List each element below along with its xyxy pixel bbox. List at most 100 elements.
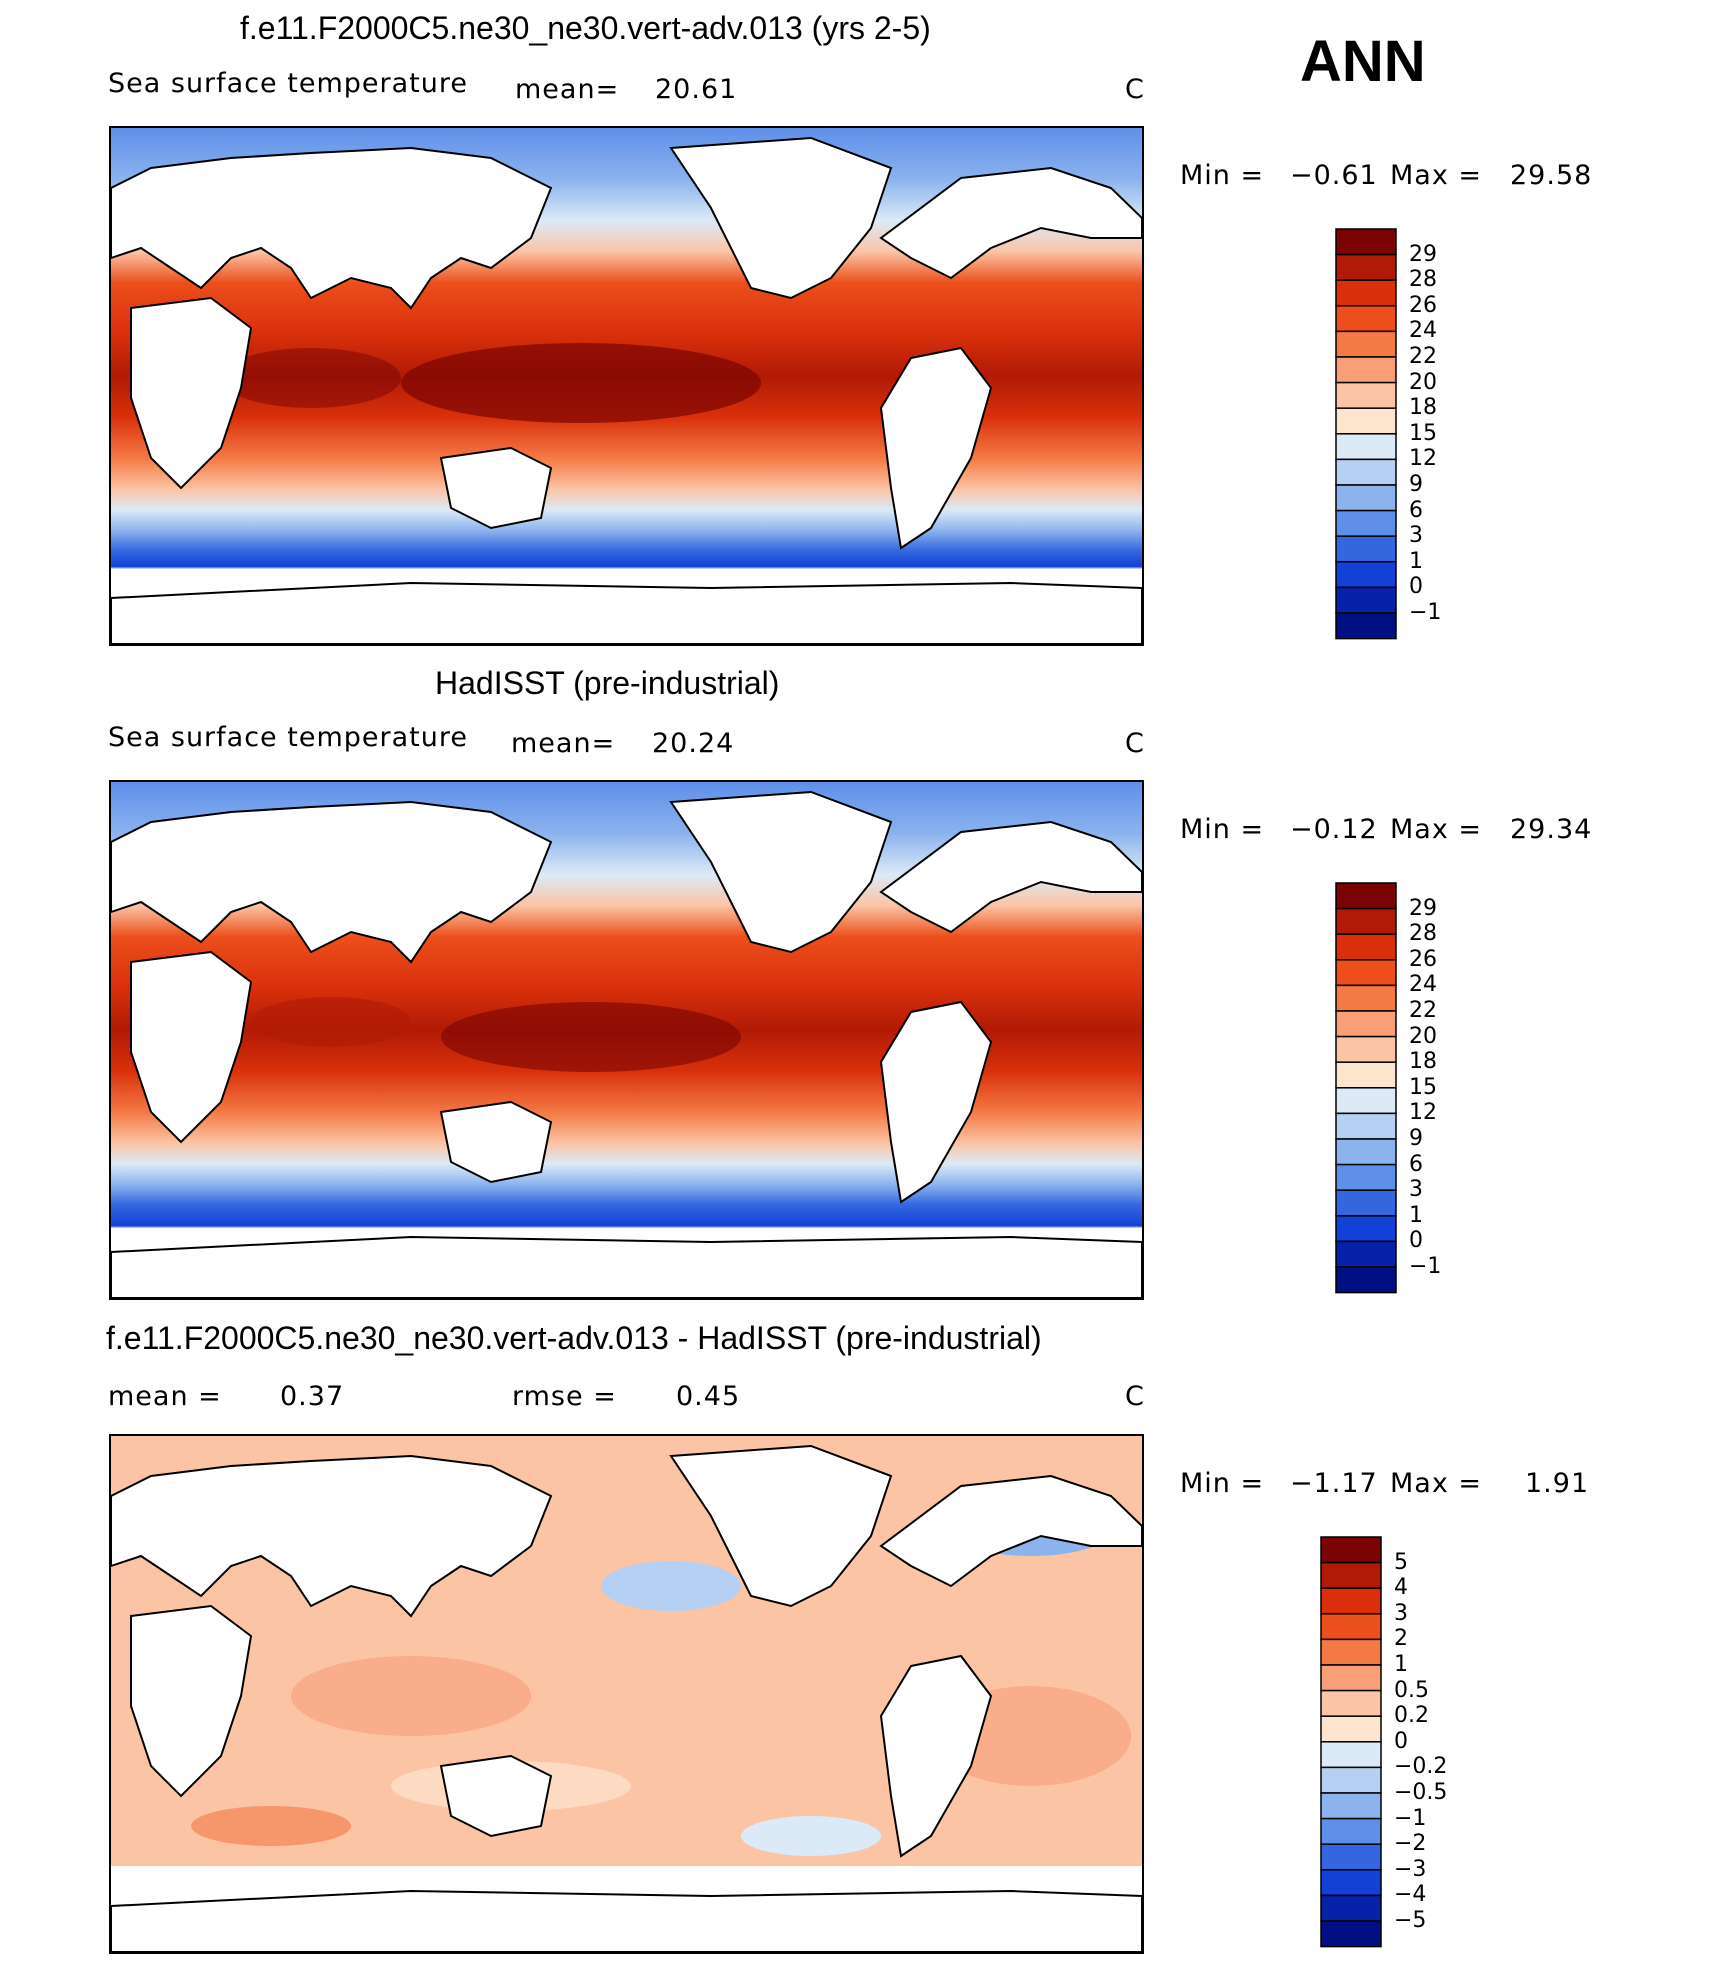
colorbar-swatch — [1335, 253, 1397, 281]
colorbar-level-label: −0.5 — [1394, 1780, 1448, 1805]
colorbar-level-label: 3 — [1394, 1600, 1408, 1626]
panel-3-colorbar: 5 4 3 2 1 0.5 0.2 0 −0.2 −0.5 −1 −2 −3 −4 −5 — [1320, 1536, 1447, 1953]
colorbar-swatch — [1335, 458, 1397, 486]
colorbar-swatch — [1335, 984, 1397, 1012]
colorbar-swatch — [1320, 1894, 1382, 1922]
colorbar-swatch — [1320, 1766, 1382, 1794]
panel-1-colorbar: 29 28 26 24 22 20 18 15 12 9 6 3 1 0 −1 — [1335, 228, 1441, 645]
panel-2-variable: Sea surface temperature — [108, 722, 468, 753]
colorbar-swatch — [1320, 1869, 1382, 1897]
colorbar-level-label: 9 — [1409, 1126, 1423, 1151]
panel-2-min-label: Min = — [1180, 814, 1265, 845]
colorbar-level-label: −0.2 — [1394, 1754, 1448, 1780]
colorbar-level-label: 18 — [1409, 395, 1437, 421]
colorbar-level-label: 0 — [1409, 574, 1423, 600]
colorbar-level-label: −1 — [1409, 1254, 1442, 1279]
colorbar-level-label: −1 — [1394, 1805, 1427, 1831]
colorbar-swatch — [1320, 1817, 1382, 1845]
colorbar-swatches — [1335, 228, 1397, 640]
colorbar-level-label: 22 — [1409, 998, 1437, 1023]
colorbar-swatch — [1320, 1741, 1382, 1769]
colorbar-swatch — [1335, 1087, 1397, 1115]
colorbar-swatch — [1335, 1215, 1397, 1243]
colorbar-swatch — [1320, 1689, 1382, 1717]
panel-2-min-value: −0.12 — [1290, 814, 1378, 845]
colorbar-swatch — [1320, 1638, 1382, 1666]
panel-1-max-label: Max = — [1390, 160, 1483, 191]
panel-1-map — [109, 126, 1144, 646]
colorbar-swatch — [1320, 1613, 1382, 1641]
panel-1-variable: Sea surface temperature — [108, 68, 468, 99]
colorbar-level-label: −4 — [1394, 1882, 1427, 1908]
colorbar-level-label: 1 — [1394, 1652, 1408, 1677]
colorbar-swatch — [1335, 509, 1397, 537]
colorbar-level-label: 2 — [1394, 1626, 1408, 1652]
colorbar-level-label: 26 — [1409, 946, 1437, 972]
colorbar-swatch — [1335, 535, 1397, 563]
colorbar-level-label: 15 — [1409, 1074, 1437, 1100]
panel-2-mean-value: 20.24 — [652, 728, 735, 759]
colorbar-level-label: 0 — [1394, 1728, 1408, 1754]
colorbar-level-label: −1 — [1409, 600, 1442, 625]
colorbar-swatch — [1335, 1112, 1397, 1140]
colorbar-swatch — [1335, 586, 1397, 614]
panel-3-title: f.e11.F2000C5.ne30_ne30.vert-adv.013 - H… — [106, 1320, 1042, 1356]
panel-2-max-label: Max = — [1390, 814, 1483, 845]
colorbar-swatch — [1335, 882, 1397, 910]
panel-3-map — [109, 1434, 1144, 1954]
panel-3-rmse-value: 0.45 — [676, 1381, 741, 1412]
colorbar-swatch — [1335, 1138, 1397, 1166]
colorbar-swatch — [1335, 407, 1397, 435]
colorbar-level-label: 24 — [1409, 972, 1437, 998]
colorbar-level-label: 6 — [1409, 1151, 1423, 1177]
colorbar-level-label: 0.2 — [1394, 1703, 1429, 1729]
colorbar-level-label: 20 — [1409, 1023, 1437, 1049]
colorbar-swatch — [1335, 1010, 1397, 1038]
panel-2-mean-label: mean= — [511, 728, 616, 759]
colorbar-swatch — [1335, 330, 1397, 358]
colorbar-level-label: 24 — [1409, 318, 1437, 344]
colorbar-swatch — [1320, 1792, 1382, 1820]
colorbar-swatch — [1335, 1266, 1397, 1294]
panel-3-min-label: Min = — [1180, 1468, 1265, 1499]
colorbar-swatch — [1335, 561, 1397, 589]
colorbar-level-label: −2 — [1394, 1831, 1427, 1857]
colorbar-swatch — [1335, 612, 1397, 640]
panel-3-rmse-label: rmse = — [512, 1381, 617, 1412]
panel-2-title: HadISST (pre-industrial) — [435, 665, 780, 701]
colorbar-level-label: 28 — [1409, 267, 1437, 293]
colorbar-swatch — [1335, 228, 1397, 256]
colorbar-level-label: 6 — [1409, 497, 1423, 523]
colorbar-swatch — [1320, 1664, 1382, 1692]
colorbar-swatch — [1335, 933, 1397, 961]
colorbar-swatches — [1320, 1536, 1382, 1948]
colorbar-level-label: 26 — [1409, 292, 1437, 318]
panel-3-mean-value: 0.37 — [280, 1381, 345, 1412]
colorbar-level-label: 4 — [1394, 1575, 1408, 1601]
colorbar-swatch — [1320, 1920, 1382, 1948]
panel-1-title: f.e11.F2000C5.ne30_ne30.vert-adv.013 (yr… — [240, 10, 931, 46]
colorbar-swatch — [1335, 1035, 1397, 1063]
panel-1-mean-value: 20.61 — [655, 74, 738, 105]
colorbar-level-label: −5 — [1394, 1908, 1427, 1933]
colorbar-level-label: 0 — [1409, 1228, 1423, 1254]
panel-3-max-label: Max = — [1390, 1468, 1483, 1499]
colorbar-swatch — [1335, 381, 1397, 409]
panel-1-mean-label: mean= — [515, 74, 620, 105]
panel-1-min-label: Min = — [1180, 160, 1265, 191]
colorbar-level-label: 1 — [1409, 1202, 1423, 1228]
panel-1-units: C — [1125, 74, 1145, 105]
colorbar-swatch — [1320, 1715, 1382, 1743]
colorbar-level-label: 9 — [1409, 472, 1423, 497]
colorbar-swatch — [1335, 279, 1397, 307]
panel-1-min-value: −0.61 — [1290, 160, 1378, 191]
colorbar-level-label: 20 — [1409, 369, 1437, 395]
colorbar-level-label: 29 — [1409, 241, 1437, 267]
colorbar-swatch — [1335, 959, 1397, 987]
colorbar-swatch — [1335, 907, 1397, 935]
colorbar-swatch — [1320, 1561, 1382, 1589]
panel-2-colorbar: 29 28 26 24 22 20 18 15 12 9 6 3 1 0 −1 — [1335, 882, 1441, 1299]
panel-2-map — [109, 780, 1144, 1300]
colorbar-swatch — [1320, 1843, 1382, 1871]
colorbar-level-label: 29 — [1409, 895, 1437, 921]
